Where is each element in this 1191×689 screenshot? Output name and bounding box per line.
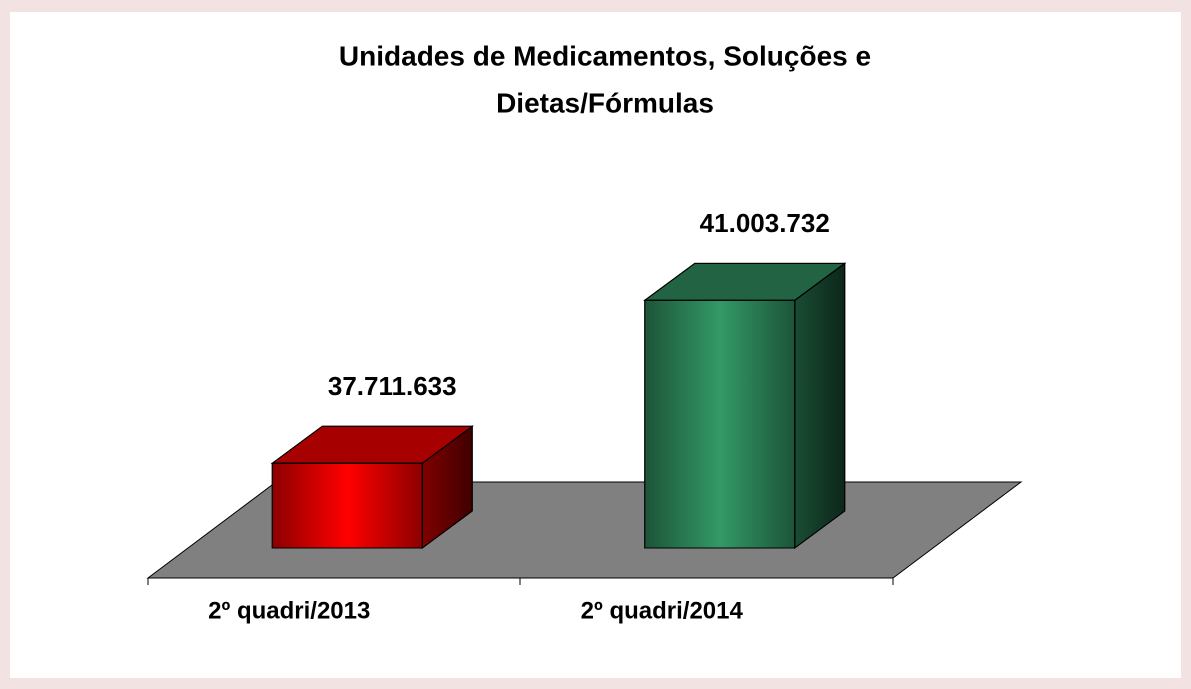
x-tick-label: 2º quadri/2014 <box>581 597 744 624</box>
bar-shade <box>644 299 796 549</box>
chart-title: Dietas/Fórmulas <box>496 87 714 118</box>
bar-side-shade <box>794 262 846 549</box>
data-label: 37.711.633 <box>328 371 457 401</box>
bar-shade <box>271 462 423 549</box>
chart-title: Unidades de Medicamentos, Soluções e <box>339 40 871 71</box>
data-label: 41.003.732 <box>700 208 830 238</box>
x-tick-label: 2º quadri/2013 <box>208 597 370 624</box>
